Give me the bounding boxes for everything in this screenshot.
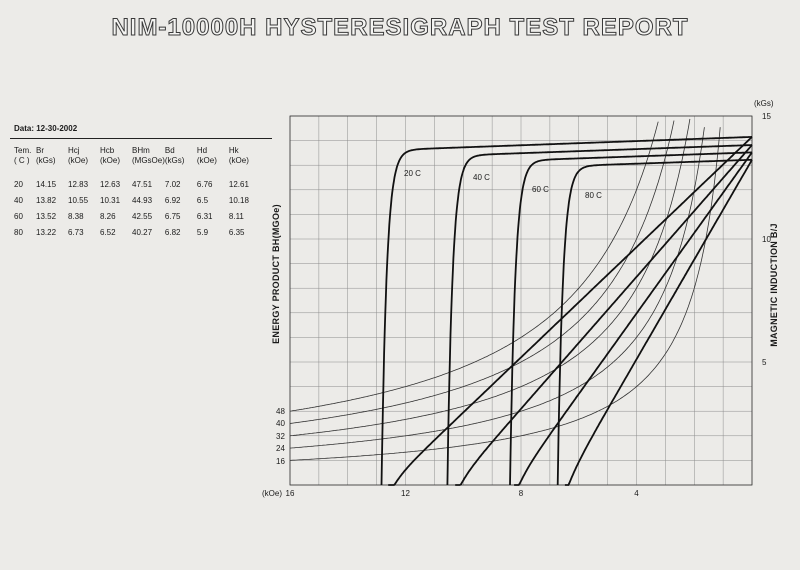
table-cell: 13.52 xyxy=(36,211,57,221)
table-row: 60 13.52 8.38 8.26 42.55 6.75 6.31 8.11 xyxy=(14,208,261,224)
col-header: Hcj (kOe) xyxy=(68,146,88,165)
table-cell: 10.55 xyxy=(68,195,89,205)
bh-contour-line xyxy=(289,120,675,424)
b-curve-60c xyxy=(514,151,753,486)
col-header: Hd (kOe) xyxy=(196,146,217,165)
y-tick-label-right: 5 xyxy=(762,358,767,367)
table-cell: 8.11 xyxy=(228,211,244,221)
table-row: 40 13.82 10.55 10.31 44.93 6.92 6.5 10.1… xyxy=(14,192,261,208)
b-curve-20c xyxy=(388,136,753,486)
results-table: Tem.( C ) Br (kGs) Hcj (kOe) Hcb (kOe) BHm(… xyxy=(14,146,261,240)
table-cell: 6.75 xyxy=(164,211,181,221)
table-cell: 10.31 xyxy=(100,195,121,205)
table-cell: 12.63 xyxy=(100,179,121,189)
bh-tick-label: 16 xyxy=(276,457,285,466)
j-curve-60c xyxy=(509,151,752,486)
col-header: Hcb (kOe) xyxy=(100,146,120,165)
x-tick-label: 16 xyxy=(286,489,295,498)
plot-frame xyxy=(289,115,753,486)
b-curve-80c xyxy=(564,159,753,486)
bh-tick-label: 32 xyxy=(276,432,285,441)
report-date: Data: 12-30-2002 xyxy=(14,124,78,133)
report-title: NIM-10000H HYSTERESIGRAPH TEST REPORT xyxy=(111,14,689,42)
table-cell: 80 xyxy=(14,227,23,237)
bh-tick-label: 24 xyxy=(276,444,285,453)
x-tick-label: 8 xyxy=(519,489,524,498)
table-cell: 13.82 xyxy=(36,195,57,205)
table-cell: 6.82 xyxy=(164,227,181,237)
table-cell: 44.93 xyxy=(132,195,153,205)
table-cell: 13.22 xyxy=(36,227,57,237)
table-cell: 42.55 xyxy=(132,211,153,221)
table-cell: 47.51 xyxy=(132,179,153,189)
table-cell: 20 xyxy=(14,179,23,189)
x-tick-label: 4 xyxy=(634,489,639,498)
table-cell: 6.92 xyxy=(164,195,181,205)
series-label: 20 C xyxy=(404,169,421,178)
col-header: Bd (kGs) xyxy=(164,146,185,165)
table-cell: 12.61 xyxy=(228,179,249,189)
series-label: 60 C xyxy=(532,185,549,194)
table-cell: 40.27 xyxy=(132,227,153,237)
b-curve-40c xyxy=(455,144,753,486)
y-unit-label: (kGs) xyxy=(754,99,774,108)
table-divider xyxy=(10,138,272,139)
table-cell: 6.52 xyxy=(100,227,116,237)
table-cell: 6.31 xyxy=(196,211,213,221)
bh-contour-line xyxy=(289,127,705,449)
table-cell: 40 xyxy=(14,195,23,205)
table-header-row: Tem.( C ) Br (kGs) Hcj (kOe) Hcb (kOe) BHm(… xyxy=(14,146,261,166)
col-header: Hk (kOe) xyxy=(228,146,249,165)
y-tick-label-right: 10 xyxy=(762,235,771,244)
col-header: Br (kGs) xyxy=(36,146,56,165)
series-label: 80 C xyxy=(585,191,602,200)
j-curve-20c xyxy=(380,135,752,486)
table-cell: 10.18 xyxy=(228,195,249,205)
bh-contour-line xyxy=(289,127,721,461)
bh-contour-line xyxy=(289,118,691,437)
j-curve-80c xyxy=(556,158,752,486)
table-cell: 14.15 xyxy=(36,179,57,189)
bh-tick-label: 48 xyxy=(276,407,285,416)
x-unit-label: (kOe) xyxy=(262,489,282,498)
table-row: 20 14.15 12.83 12.63 47.51 7.02 6.76 12.… xyxy=(14,176,261,192)
table-cell: 8.38 xyxy=(68,211,84,221)
y-axis-label-left: ENERGY PRODUCT BH(MGOe) xyxy=(270,204,281,344)
x-tick-label: 12 xyxy=(401,489,410,498)
col-header: BHm (MGsOe) xyxy=(132,146,165,165)
col-header: Tem.( C ) xyxy=(14,146,32,165)
j-curve-40c xyxy=(446,144,752,486)
table-cell: 6.5 xyxy=(196,195,209,205)
table-cell: 60 xyxy=(14,211,23,221)
y-tick-label-right: 15 xyxy=(762,112,771,121)
table-cell: 12.83 xyxy=(68,179,89,189)
table-cell: 6.76 xyxy=(196,179,213,189)
table-cell: 8.26 xyxy=(100,211,116,221)
table-cell: 5.9 xyxy=(196,227,209,237)
table-cell: 6.35 xyxy=(228,227,245,237)
bh-contour-line xyxy=(289,121,659,412)
table-row: 80 13.22 6.73 6.52 40.27 6.82 5.9 6.35 xyxy=(14,224,261,240)
table-cell: 7.02 xyxy=(164,179,181,189)
series-label: 40 C xyxy=(473,173,490,182)
y-axis-label-right: MAGNETIC INDUCTION B/J xyxy=(768,223,779,347)
bh-tick-label: 40 xyxy=(276,419,285,428)
table-cell: 6.73 xyxy=(68,227,84,237)
